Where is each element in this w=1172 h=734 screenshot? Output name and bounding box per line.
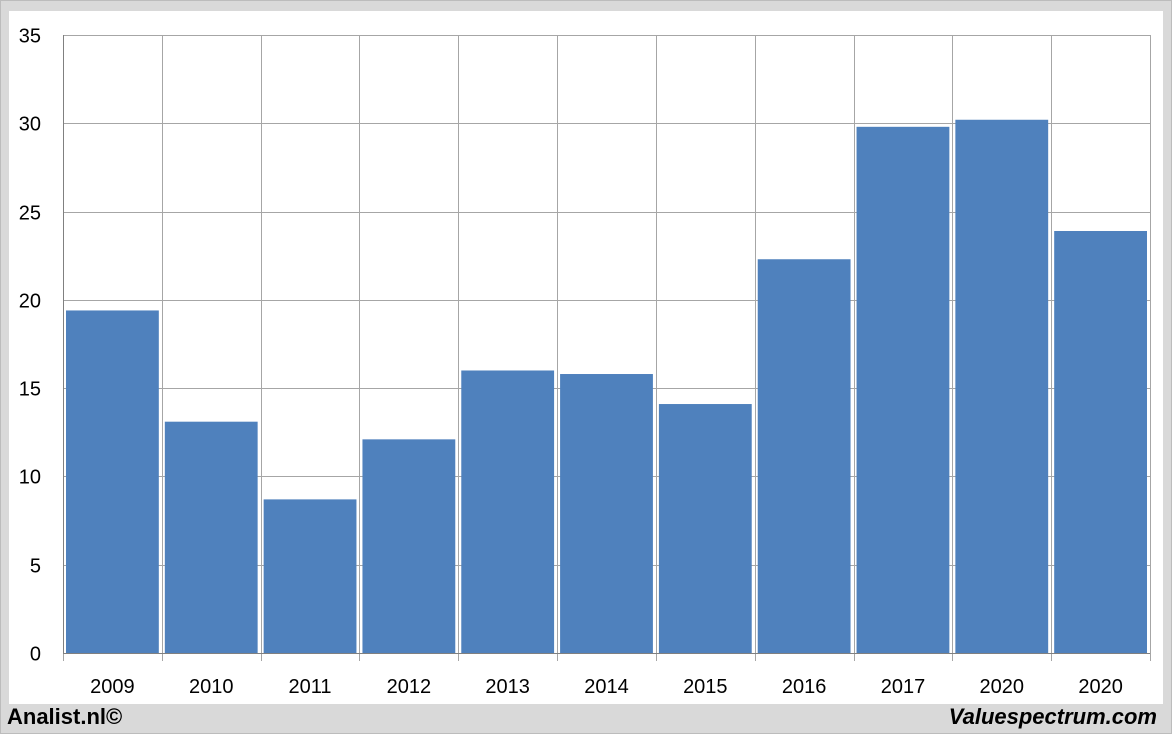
x-tick-label: 2009 [90,676,135,698]
bar [1054,230,1147,653]
x-tick-label: 2020 [980,676,1025,698]
y-tick-label: 15 [19,379,41,401]
x-tick-label: 2012 [387,676,432,698]
bar [164,421,258,653]
y-tick-label: 35 [19,26,41,48]
y-tick-label: 30 [19,114,41,136]
y-tick-label: 10 [19,467,41,489]
footer-source-right: Valuespectrum.com [948,704,1157,729]
x-tick-label: 2014 [584,676,629,698]
bar [461,370,555,653]
x-tick-label: 2011 [289,676,332,698]
x-tick-label: 2013 [485,676,530,698]
y-tick-label: 20 [19,291,41,313]
axis-layer: 0 5 10 15 20 25 30 35 2009 2010 2011 2012 2013 2014 20… [19,26,1150,698]
bar [856,126,950,654]
y-tick-label: 5 [30,556,41,578]
bar [362,439,456,653]
bar-layer [66,119,1147,654]
x-tick-label: 2017 [881,676,926,698]
bar [757,259,851,653]
bar [955,119,1049,654]
bar [658,404,752,653]
bar [560,374,653,653]
bar [263,499,357,653]
x-tick-label: 2015 [683,676,728,698]
footer-source-left: Analist.nl© [7,704,123,729]
x-tick-label: 2010 [189,676,234,698]
bar [66,310,159,653]
x-tick-label: 2016 [782,676,827,698]
y-tick-label: 0 [30,644,41,666]
x-tick-label: 2020 [1078,676,1123,698]
y-tick-label: 25 [19,203,41,225]
